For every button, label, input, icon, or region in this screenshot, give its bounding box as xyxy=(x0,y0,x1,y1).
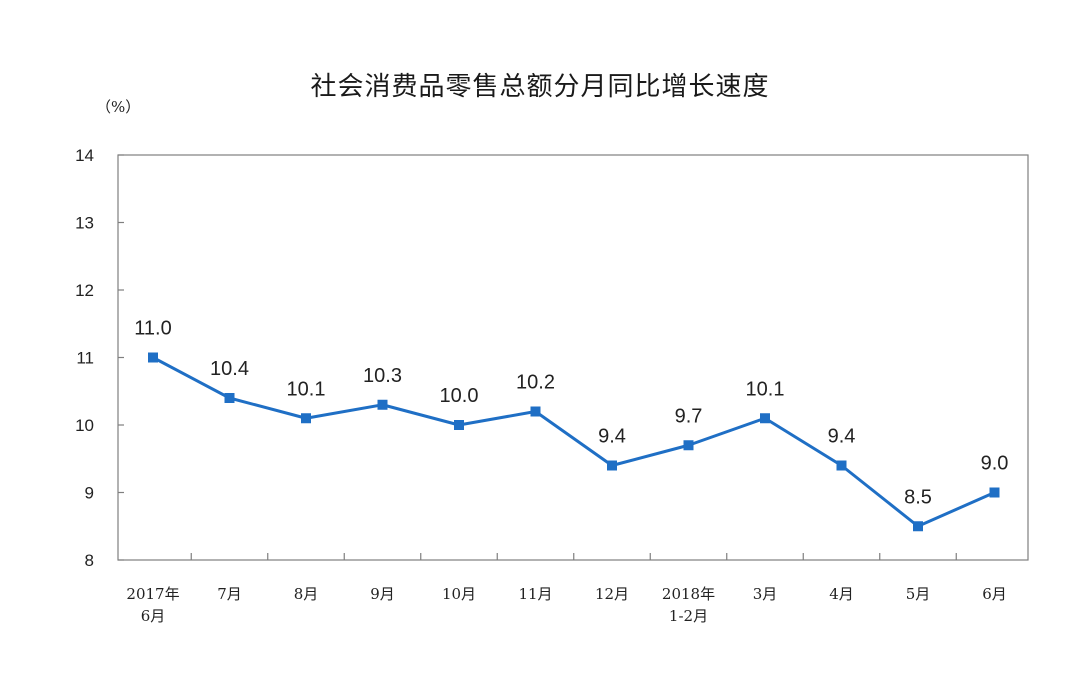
y-tick-label: 10 xyxy=(75,416,94,435)
data-label: 10.0 xyxy=(440,385,479,407)
x-tick-label: 11月 xyxy=(518,585,552,603)
series-line xyxy=(152,356,996,528)
data-label: 10.1 xyxy=(287,378,326,400)
y-tick-label: 14 xyxy=(75,146,94,165)
x-tick-label: 6月 xyxy=(141,607,166,625)
y-tick-label: 13 xyxy=(75,214,94,233)
x-tick-label: 2018年 xyxy=(662,585,715,603)
data-point-marker xyxy=(454,420,464,430)
data-label: 11.0 xyxy=(134,318,171,340)
data-label: 10.4 xyxy=(210,358,249,380)
data-label: 8.5 xyxy=(904,486,932,508)
data-point-marker xyxy=(148,352,158,363)
y-tick-label: 8 xyxy=(85,551,94,570)
x-tick-label: 5月 xyxy=(906,585,931,603)
x-tick-label: 6月 xyxy=(982,585,1007,603)
data-point-marker xyxy=(913,521,923,532)
x-tick-label: 12月 xyxy=(595,585,629,603)
data-label: 10.2 xyxy=(516,372,555,394)
data-point-marker xyxy=(989,487,1000,498)
data-point-marker xyxy=(683,440,694,451)
x-tick-label: 10月 xyxy=(442,585,476,603)
data-point-marker xyxy=(530,406,541,417)
data-label: 10.1 xyxy=(746,378,785,400)
chart-title: 社会消费品零售总额分月同比增长速度 xyxy=(310,72,770,102)
x-tick-label: 4月 xyxy=(829,585,854,603)
x-tick-label: 7月 xyxy=(217,585,242,603)
plot-frame xyxy=(117,154,1029,561)
data-label: 9.4 xyxy=(828,426,856,448)
data-point-marker xyxy=(836,460,847,471)
data-point-marker xyxy=(377,399,388,410)
x-tick-label: 9月 xyxy=(370,585,395,603)
data-label: 10.3 xyxy=(363,365,402,387)
y-tick-label: 9 xyxy=(85,484,94,503)
data-label: 9.0 xyxy=(981,453,1009,475)
y-axis-unit-label: （%） xyxy=(96,98,141,116)
data-point-marker xyxy=(224,393,235,403)
data-point-marker xyxy=(607,460,617,471)
y-tick-label: 11 xyxy=(76,349,94,368)
data-label: 9.4 xyxy=(598,426,626,448)
data-point-marker xyxy=(301,413,311,424)
y-tick-label: 12 xyxy=(75,281,94,300)
data-label: 9.7 xyxy=(675,405,703,427)
data-point-marker xyxy=(760,413,770,424)
x-tick-label: 3月 xyxy=(753,585,778,603)
x-tick-label: 2017年 xyxy=(126,585,179,603)
x-tick-label: 8月 xyxy=(294,585,319,603)
x-tick-label: 1-2月 xyxy=(669,607,708,625)
